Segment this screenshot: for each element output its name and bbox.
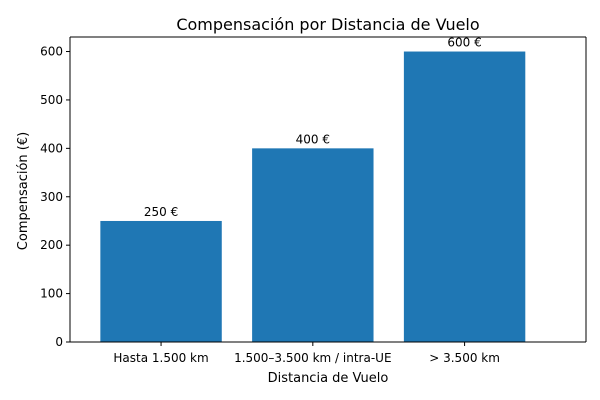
y-tick-label-0: 0 [55, 335, 63, 349]
data-label-3: 600 € [447, 36, 481, 50]
y-tick-label-400: 400 [40, 141, 63, 155]
y-tick-label-500: 500 [40, 93, 63, 107]
y-axis-label: Compensación (€) [16, 132, 31, 250]
chart-title: Compensación por Distancia de Vuelo [176, 15, 479, 34]
bar-2 [252, 148, 374, 342]
y-tick-label-100: 100 [40, 287, 63, 301]
y-tick-label-300: 300 [40, 190, 63, 204]
x-tick-label-1: Hasta 1.500 km [113, 351, 208, 365]
data-label-2: 400 € [296, 132, 330, 146]
x-tick-label-2: 1.500–3.500 km / intra-UE [234, 351, 391, 365]
bar-1 [100, 220, 222, 342]
x-tick-label-3: > 3.500 km [429, 351, 500, 365]
y-tick-label-200: 200 [40, 238, 63, 252]
bar-3 [403, 51, 526, 343]
x-axis-label: Distancia de Vuelo [268, 371, 389, 386]
y-tick-label-600: 600 [40, 45, 63, 59]
plot-area: 250 € 400 € 600 € 0 100 200 300 400 500 600 Hasta … [40, 36, 587, 365]
data-label-1: 250 € [144, 205, 178, 219]
